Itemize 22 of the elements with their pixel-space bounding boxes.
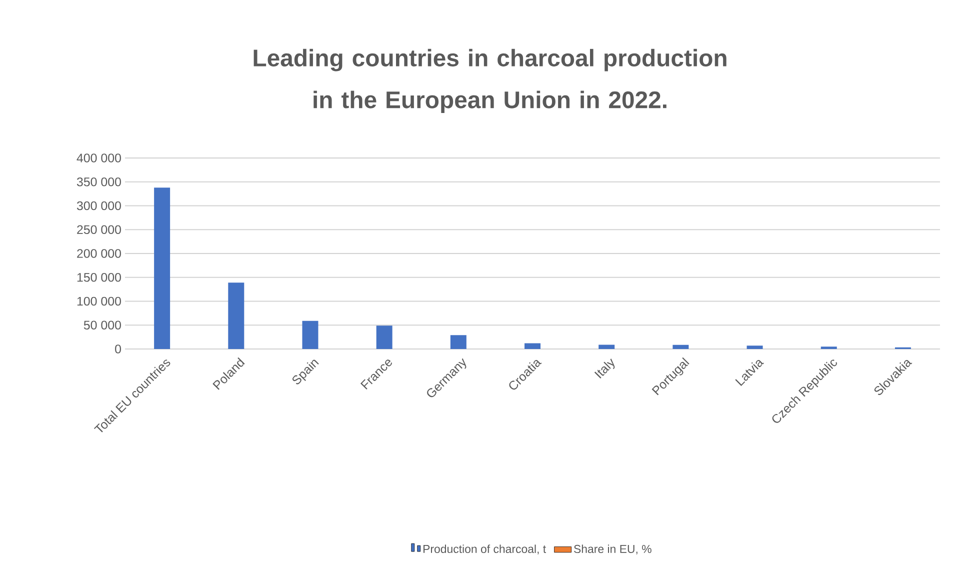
y-tick-label: 50 000 bbox=[84, 320, 121, 330]
x-tick-label: Italy bbox=[594, 358, 615, 379]
y-tick-label: 100 000 bbox=[77, 296, 121, 306]
legend-label: Production of charcoal, t bbox=[423, 544, 546, 554]
bar bbox=[598, 344, 615, 349]
y-tick-label: 250 000 bbox=[77, 225, 121, 234]
y-tick-label: 200 000 bbox=[77, 249, 121, 258]
chart-title: Leading countries in charcoal production in the European Union in 2022. bbox=[254, 48, 726, 114]
bar bbox=[672, 344, 689, 349]
legend-label: Share in EU, % bbox=[574, 544, 652, 554]
bar bbox=[376, 326, 392, 349]
y-tick-label: 0 bbox=[115, 344, 121, 354]
bar bbox=[154, 188, 170, 349]
bar bbox=[450, 335, 466, 349]
y-tick-label: 300 000 bbox=[76, 201, 121, 210]
bar bbox=[302, 320, 318, 349]
y-tick-label: 400 000 bbox=[76, 154, 121, 162]
y-tick-label: 150 000 bbox=[77, 272, 121, 282]
bar bbox=[746, 346, 763, 349]
bar bbox=[524, 343, 541, 349]
bar bbox=[228, 282, 244, 349]
y-tick-label: 350 000 bbox=[76, 177, 121, 186]
